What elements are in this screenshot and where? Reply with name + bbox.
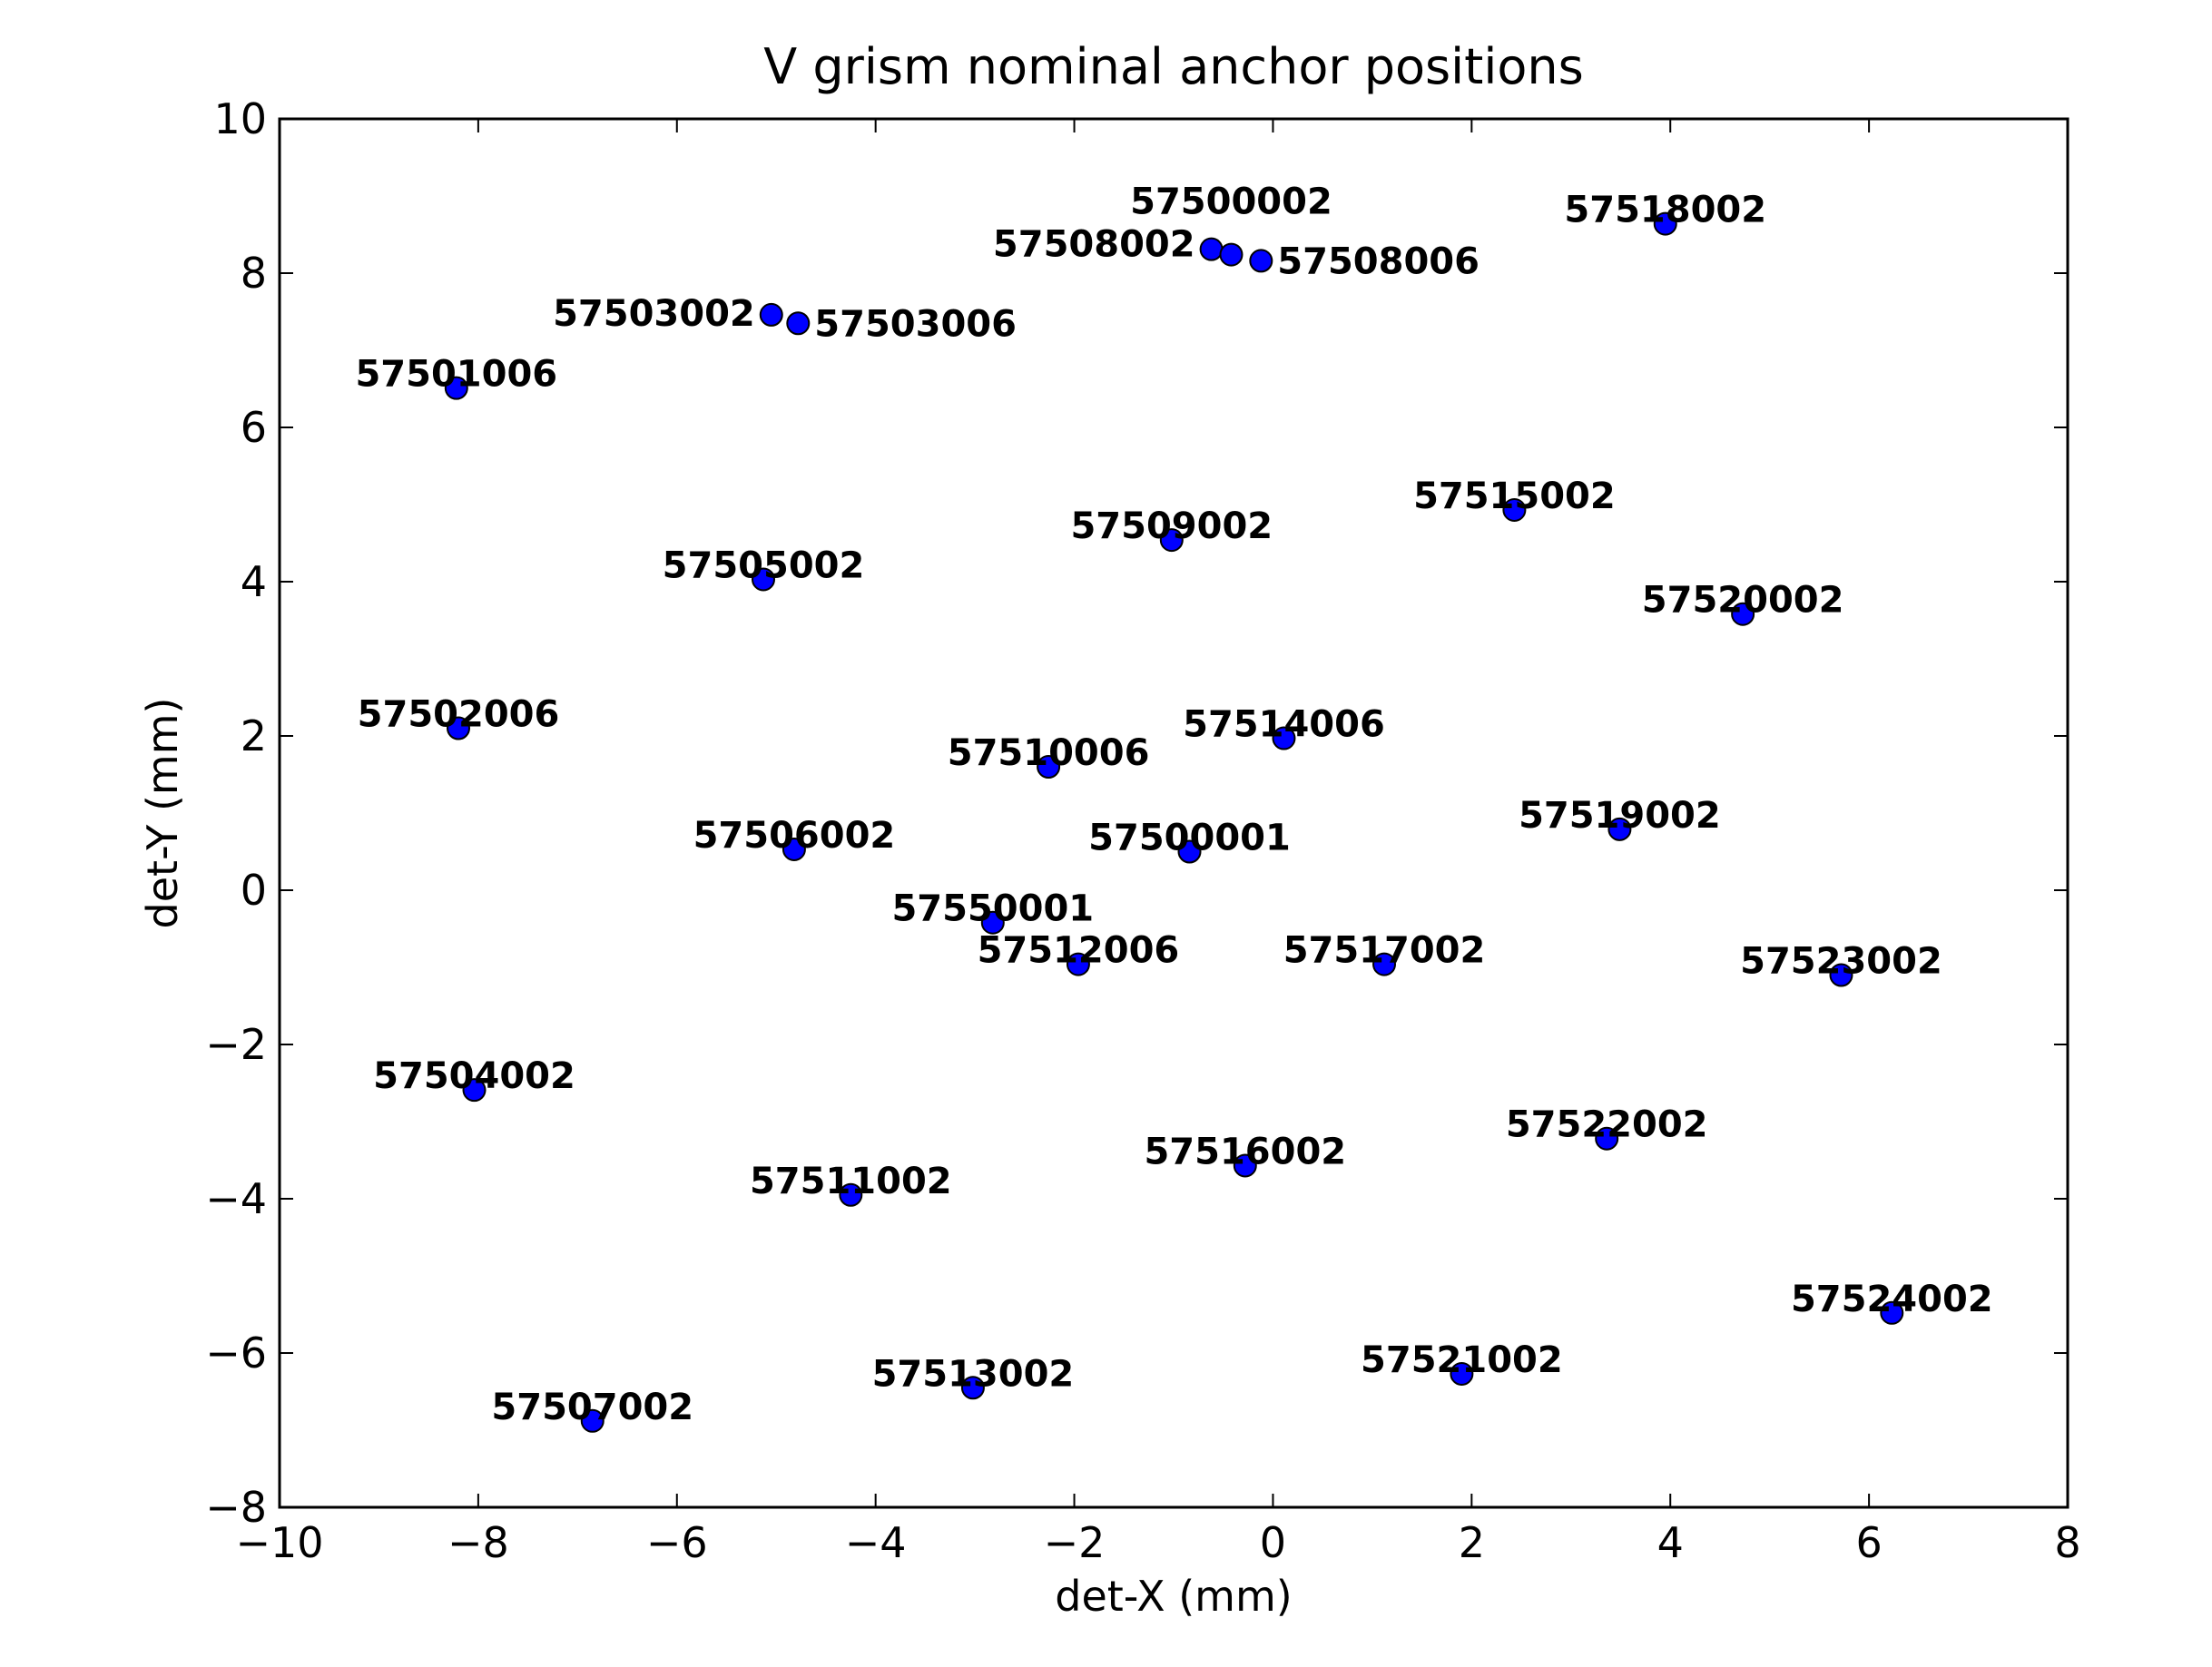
x-axis-label: det-X (mm) xyxy=(1055,1572,1293,1621)
x-tick-label: 6 xyxy=(1855,1518,1882,1567)
point-label: 57506002 xyxy=(693,815,896,857)
data-point xyxy=(1199,237,1224,261)
x-tick-label: 4 xyxy=(1657,1518,1684,1567)
point-label: 57550001 xyxy=(891,888,1094,930)
data-point xyxy=(980,910,1005,935)
y-tick-label: 2 xyxy=(241,711,267,760)
data-point xyxy=(960,1376,985,1400)
point-label: 57516002 xyxy=(1144,1131,1346,1172)
point-label: 57505002 xyxy=(663,544,865,586)
data-point xyxy=(447,716,470,740)
data-point xyxy=(1595,1126,1619,1151)
point-label: 57502006 xyxy=(358,694,560,736)
data-point xyxy=(786,311,811,336)
point-label: 57517002 xyxy=(1283,930,1486,972)
y-tick-label: −2 xyxy=(205,1020,267,1069)
data-point xyxy=(1450,1361,1474,1386)
x-tick-label: 0 xyxy=(1260,1518,1286,1567)
data-point xyxy=(1177,839,1202,864)
point-label: 57522002 xyxy=(1506,1104,1708,1146)
x-tick-label: −4 xyxy=(845,1518,907,1567)
x-tick-label: −2 xyxy=(1044,1518,1106,1567)
point-label: 57519002 xyxy=(1519,795,1721,837)
data-point xyxy=(1502,497,1527,522)
y-tick-label: 8 xyxy=(241,249,267,298)
point-label: 57523002 xyxy=(1740,941,1942,983)
point-label: 57500001 xyxy=(1088,818,1291,859)
data-point xyxy=(839,1182,863,1207)
data-point xyxy=(1653,211,1677,236)
data-point xyxy=(1272,726,1296,750)
y-tick-label: 4 xyxy=(241,557,267,606)
y-tick-label: 0 xyxy=(241,866,267,915)
y-tick-label: −6 xyxy=(205,1329,267,1378)
point-label: 57520002 xyxy=(1642,580,1844,622)
data-point xyxy=(1829,963,1853,987)
point-label: 57513002 xyxy=(872,1353,1075,1395)
data-point xyxy=(759,302,783,327)
y-tick-label: −8 xyxy=(205,1483,267,1532)
data-point xyxy=(1233,1153,1257,1178)
point-label: 57514006 xyxy=(1183,704,1385,746)
data-point xyxy=(1372,952,1397,976)
point-label: 57500002 xyxy=(1130,181,1332,223)
point-label: 57503002 xyxy=(553,293,755,335)
data-point xyxy=(1607,817,1632,841)
point-label: 57524002 xyxy=(1791,1279,1993,1320)
point-label: 57512006 xyxy=(978,930,1180,972)
data-point xyxy=(444,376,468,400)
point-label: 57503006 xyxy=(814,303,1017,345)
point-label: 57508002 xyxy=(993,224,1195,266)
point-label: 57518002 xyxy=(1564,190,1766,231)
data-point xyxy=(580,1408,605,1433)
data-point xyxy=(1066,952,1090,976)
data-point xyxy=(462,1078,487,1103)
point-label: 57508006 xyxy=(1277,240,1480,282)
x-tick-label: −8 xyxy=(447,1518,509,1567)
y-tick-label: −4 xyxy=(205,1174,267,1223)
data-point xyxy=(1037,755,1061,779)
x-tick-label: −10 xyxy=(235,1518,323,1567)
data-point xyxy=(1880,1300,1904,1325)
point-label: 57511002 xyxy=(750,1161,952,1202)
data-point xyxy=(782,837,806,861)
point-label: 57504002 xyxy=(373,1055,575,1097)
data-point xyxy=(1731,602,1755,626)
point-label: 57501006 xyxy=(355,354,557,396)
point-label: 57509002 xyxy=(1070,505,1273,547)
data-point xyxy=(1159,528,1184,553)
x-tick-label: 8 xyxy=(2054,1518,2080,1567)
data-point xyxy=(751,567,775,592)
point-label: 57515002 xyxy=(1413,476,1616,517)
y-tick-label: 10 xyxy=(213,94,267,143)
point-label: 57507002 xyxy=(491,1387,693,1428)
chart-title: V grism nominal anchor positions xyxy=(763,38,1584,95)
y-axis-label: det-Y (mm) xyxy=(138,698,187,929)
x-tick-label: −6 xyxy=(646,1518,708,1567)
data-point xyxy=(1219,242,1244,267)
x-tick-label: 2 xyxy=(1459,1518,1485,1567)
point-label: 57510006 xyxy=(948,732,1150,774)
plot-frame xyxy=(278,117,2069,1509)
y-tick-label: 6 xyxy=(241,403,267,452)
point-label: 57521002 xyxy=(1361,1339,1563,1381)
data-point xyxy=(1249,249,1273,273)
